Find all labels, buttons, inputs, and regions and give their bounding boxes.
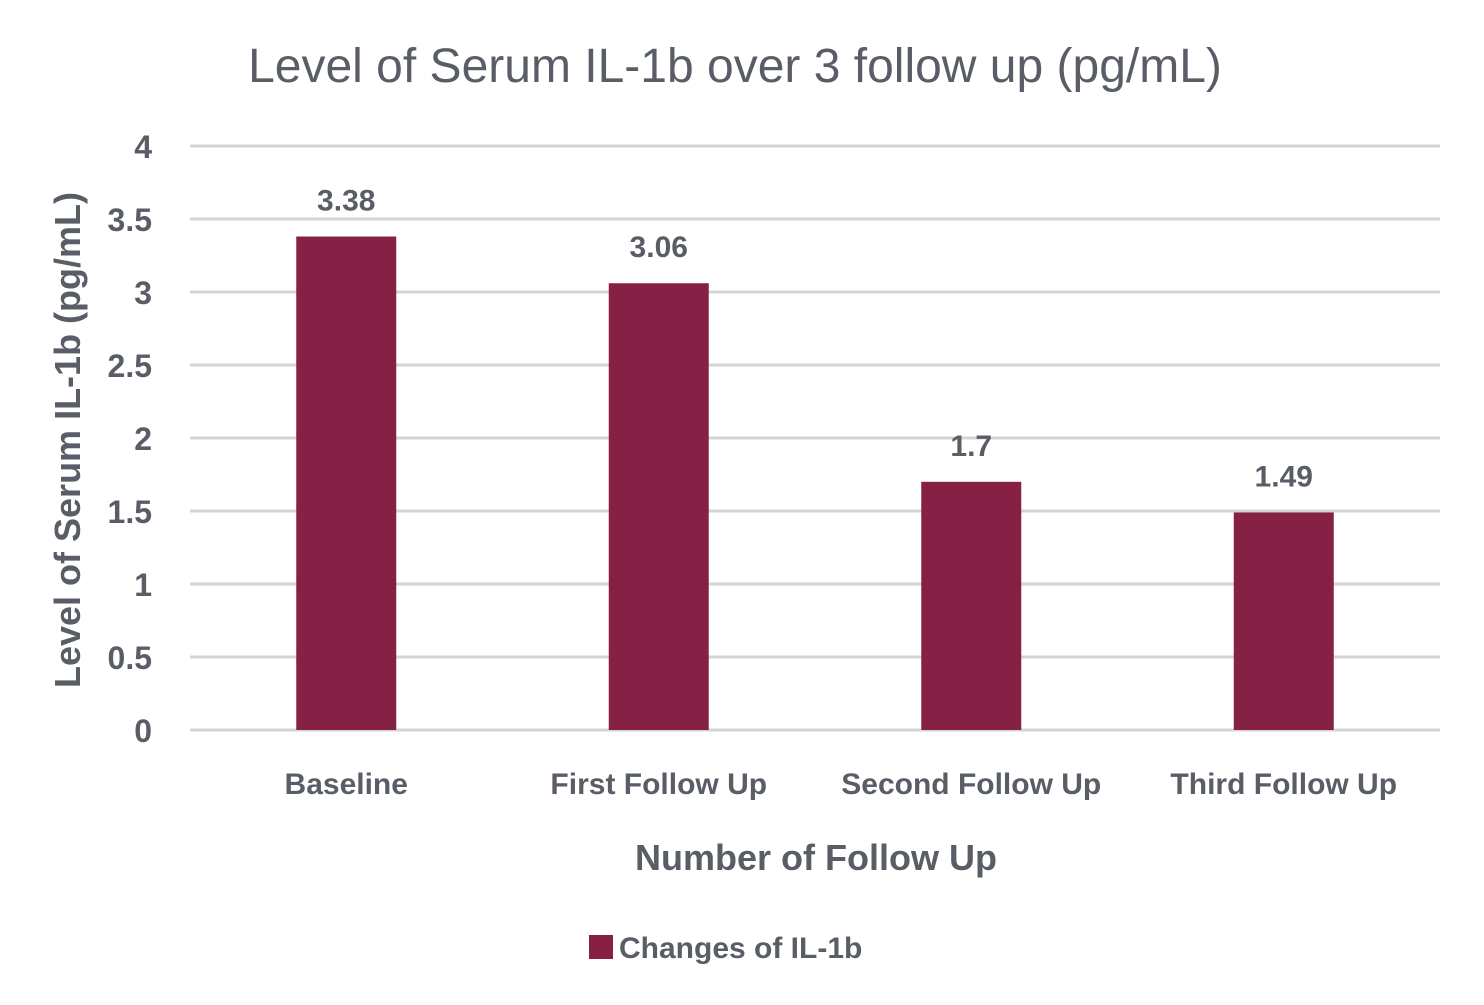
x-tick-label: Second Follow Up — [841, 768, 1101, 801]
data-label: 3.06 — [630, 231, 688, 264]
chart-title: Level of Serum IL-1b over 3 follow up (p… — [248, 40, 1222, 93]
y-axis-ticks: 0 0.5 1 1.5 2 2.5 3 3.5 4 — [108, 129, 153, 749]
y-tick-label: 0.5 — [108, 640, 152, 676]
y-tick-label: 3 — [134, 275, 152, 311]
bar — [296, 236, 397, 730]
bar — [921, 481, 1022, 730]
bar — [608, 283, 709, 730]
x-tick-label: Baseline — [285, 768, 408, 801]
y-tick-label: 3.5 — [108, 202, 152, 238]
data-label: 3.38 — [317, 185, 375, 218]
y-tick-label: 4 — [134, 129, 152, 165]
bars — [296, 236, 1334, 730]
y-tick-label: 0 — [134, 713, 152, 749]
y-tick-label: 1.5 — [108, 494, 152, 530]
data-label: 1.7 — [950, 430, 992, 463]
legend-swatch — [589, 935, 613, 959]
legend: Changes of IL-1b — [589, 932, 862, 965]
gridlines — [190, 144, 1440, 732]
bar — [1233, 512, 1334, 730]
x-axis-categories: Baseline First Follow Up Second Follow Up T… — [285, 768, 1398, 801]
y-axis-title: Level of Serum IL-1b (pg/mL) — [47, 192, 88, 688]
data-label: 1.49 — [1255, 460, 1313, 493]
y-tick-label: 2 — [134, 421, 152, 457]
y-tick-label: 2.5 — [108, 348, 152, 384]
x-tick-label: First Follow Up — [550, 768, 767, 801]
data-labels: 3.38 3.06 1.7 1.49 — [317, 185, 1313, 494]
legend-label: Changes of IL-1b — [619, 932, 862, 965]
x-axis-title: Number of Follow Up — [635, 837, 997, 878]
x-tick-label: Third Follow Up — [1170, 768, 1397, 801]
y-tick-label: 1 — [134, 567, 152, 603]
